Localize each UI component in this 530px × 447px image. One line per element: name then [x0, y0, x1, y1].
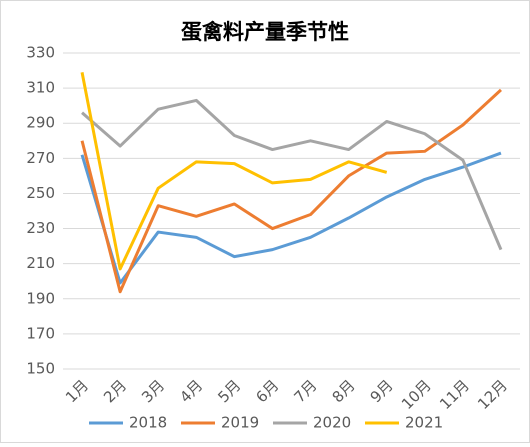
legend-label: 2019 [221, 414, 259, 432]
y-tick-label: 230 [26, 219, 55, 237]
y-tick-label: 190 [26, 289, 55, 307]
legend-label: 2021 [405, 414, 443, 432]
y-tick-label: 270 [26, 149, 55, 167]
legend-label: 2020 [313, 414, 351, 432]
series-line [80, 151, 502, 285]
series-line [80, 72, 388, 271]
y-tick-label: 150 [26, 360, 55, 378]
legend-label: 2018 [129, 414, 167, 432]
series-line [80, 88, 502, 294]
chart-title: 蛋禽料产量季节性 [181, 20, 349, 44]
y-tick-label: 210 [26, 254, 55, 272]
y-tick-label: 290 [26, 114, 55, 132]
series-line [81, 98, 503, 251]
y-tick-label: 310 [26, 79, 55, 97]
y-tick-label: 170 [26, 324, 55, 342]
y-tick-label: 330 [26, 44, 55, 62]
y-tick-label: 250 [26, 184, 55, 202]
